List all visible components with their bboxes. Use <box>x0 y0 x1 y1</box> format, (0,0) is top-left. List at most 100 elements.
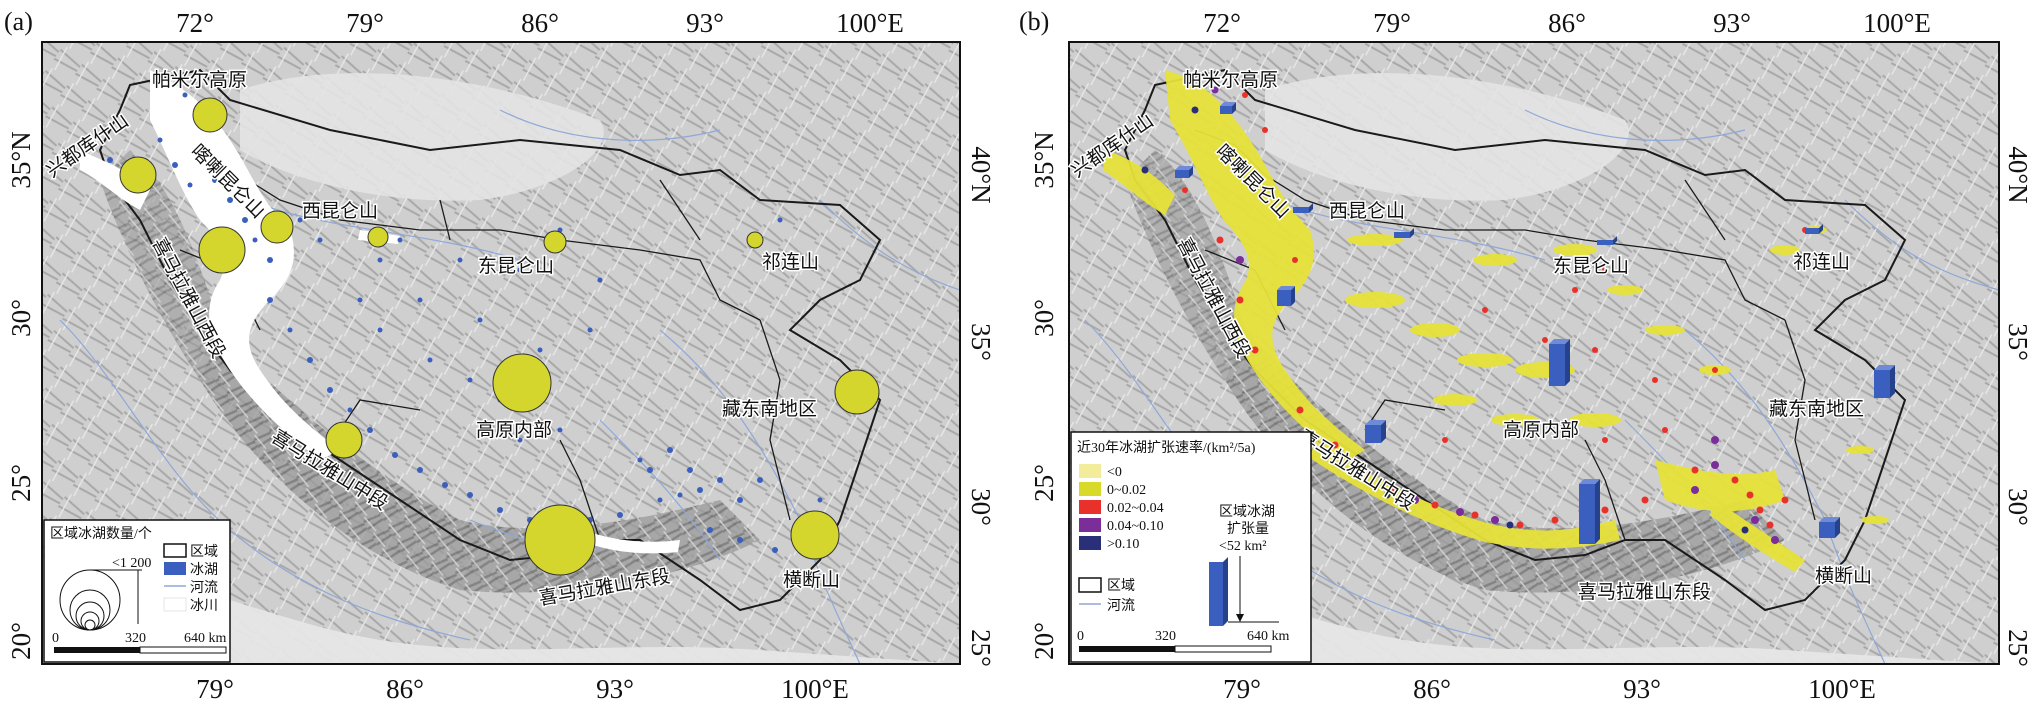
tick-right-30: 30° <box>2003 488 2029 526</box>
tick-bottom-93: 93° <box>1623 674 1661 704</box>
panel-b-glacial-lake-expansion-map: 72° 79° 86° 93° 100°E 79° 86° 93° 100°E … <box>1015 0 2029 708</box>
tick-bottom-86: 86° <box>1413 674 1451 704</box>
region-expansion-bars <box>1175 102 1895 544</box>
tick-right-25: 25° <box>966 629 996 667</box>
tick-bottom-100: 100°E <box>781 674 849 704</box>
tick-right-40: 40°N <box>2003 146 2029 203</box>
label-inner-plateau: 高原内部 <box>1503 419 1579 441</box>
bar-hindukush <box>1175 166 1193 178</box>
map-frame <box>41 41 961 665</box>
himalaya-relief <box>200 330 760 593</box>
bottom-tick-labels: 79° 86° 93° 100°E <box>1223 674 1876 704</box>
scale-320: 320 <box>1155 629 1176 644</box>
tick-left-25: 25° <box>1029 464 1059 502</box>
right-tick-labels: 40°N 35° 30° 25° <box>2003 146 2029 667</box>
legend-region: 区域 <box>1107 578 1135 594</box>
scale-0: 0 <box>1077 629 1084 644</box>
tick-left-35: 35°N <box>6 131 36 188</box>
legend-a: 区域冰湖数量/个 <1 200 区域 冰湖 河流 冰川 0 320 640 km <box>43 519 231 663</box>
bar-west-himalaya <box>1277 286 1295 306</box>
scale-640: 640 km <box>184 631 227 646</box>
legend-box <box>43 519 231 663</box>
label-qilian: 祁连山 <box>762 251 819 273</box>
scale-bar-light <box>1174 645 1272 653</box>
scale-bar-dark <box>1079 646 1175 652</box>
label-east-kunlun: 东昆仑山 <box>478 255 554 277</box>
right-tick-labels: 40°N 35° 30° 25° <box>966 146 996 667</box>
legend-glacier: 冰川 <box>190 598 218 614</box>
map-a-svg: 72° 79° 86° 93° 100°E 79° 86° 93° 100°E … <box>4 7 996 704</box>
label-pamir: 帕米尔高原 <box>1183 69 1278 91</box>
expansion-points-mid <box>1182 92 1808 529</box>
legend-river: 河流 <box>190 580 218 596</box>
legend-bar-arrowhead <box>1236 614 1244 622</box>
legend-bar <box>1209 562 1223 626</box>
legend-b: 近30年冰湖扩张速率/(km²/5a) <0 0~0.02 0.02~0.04 … <box>1070 431 1312 663</box>
panel-a-glacial-lake-count-map: 72° 79° 86° 93° 100°E 79° 86° 93° 100°E … <box>0 0 1000 708</box>
tick-top-72: 72° <box>1203 8 1241 38</box>
left-tick-labels: 35°N 30° 25° 20° <box>6 131 36 660</box>
legend-glacier-swatch <box>163 597 187 612</box>
legend-bar-side <box>1223 557 1228 626</box>
scale-0: 0 <box>52 631 59 646</box>
tick-left-30: 30° <box>1029 299 1059 337</box>
bar-west-kunlun <box>1293 203 1313 213</box>
legend-class-swatch-2 <box>1079 500 1101 514</box>
label-se-tibet: 藏东南地区 <box>722 398 817 420</box>
top-tick-labels: 72° 79° 86° 93° 100°E <box>1203 8 1931 38</box>
label-pamir: 帕米尔高原 <box>152 69 247 91</box>
legend-lake-swatch <box>164 562 186 575</box>
label-west-kunlun: 西昆仑山 <box>302 200 378 222</box>
tick-top-100: 100°E <box>836 8 904 38</box>
scale-bar-light <box>139 646 227 654</box>
legend-class-swatch-0 <box>1079 464 1101 478</box>
label-se-tibet: 藏东南地区 <box>1769 398 1864 420</box>
tick-top-93: 93° <box>686 8 724 38</box>
tick-top-93: 93° <box>1713 8 1751 38</box>
bar-central-himalaya <box>1365 420 1386 443</box>
legend-class-4: >0.10 <box>1107 537 1139 552</box>
tick-left-20: 20° <box>1029 622 1059 660</box>
tick-right-30: 30° <box>966 488 996 526</box>
legend-class-swatch-3 <box>1079 518 1101 532</box>
tick-right-40: 40°N <box>966 146 996 203</box>
bar-se-tibet <box>1874 365 1895 398</box>
tick-top-100: 100°E <box>1863 8 1931 38</box>
legend-bar-max: <52 km² <box>1219 539 1266 554</box>
label-hengduan: 横断山 <box>783 569 840 591</box>
bar-hengduan <box>1819 517 1840 538</box>
tick-top-79: 79° <box>1373 8 1411 38</box>
scale-640: 640 km <box>1247 629 1290 644</box>
tick-left-25: 25° <box>6 464 36 502</box>
himalaya-relief <box>1225 330 1785 593</box>
label-inner-plateau: 高原内部 <box>476 419 552 441</box>
map-b-svg: 72° 79° 86° 93° 100°E 79° 86° 93° 100°E … <box>1019 7 2029 704</box>
map-frame <box>1068 41 2000 665</box>
scale-bar-dark <box>54 647 140 653</box>
legend-region-swatch <box>163 543 187 558</box>
lake-count-circles <box>119 97 880 576</box>
legend-bar-title-1: 区域冰湖 <box>1219 504 1275 520</box>
label-west-kunlun: 西昆仑山 <box>1329 200 1405 222</box>
bar-pamir <box>1220 102 1236 114</box>
scale-320: 320 <box>125 631 146 646</box>
bar-east-kunlun <box>1597 236 1617 245</box>
legend-river: 河流 <box>1107 598 1135 614</box>
bar-qilian <box>1805 224 1823 234</box>
legend-box <box>1070 431 1312 663</box>
bar-inner-plateau <box>1549 339 1570 386</box>
bottom-tick-labels: 79° 86° 93° 100°E <box>196 674 849 704</box>
tibetan-plateau-boundary <box>1123 68 1907 612</box>
indian-plain <box>42 560 960 664</box>
label-east-kunlun: 东昆仑山 <box>1553 255 1629 277</box>
expansion-points-high <box>1211 86 1779 544</box>
tick-bottom-100: 100°E <box>1808 674 1876 704</box>
tick-top-79: 79° <box>346 8 384 38</box>
tarim-basin <box>1265 73 1629 201</box>
panel-label: (b) <box>1019 7 1049 36</box>
tick-left-30: 30° <box>6 299 36 337</box>
top-tick-labels: 72° 79° 86° 93° 100°E <box>176 8 904 38</box>
tick-top-86: 86° <box>521 8 559 38</box>
tick-left-20: 20° <box>6 622 36 660</box>
expansion-points-max <box>1141 106 1749 534</box>
